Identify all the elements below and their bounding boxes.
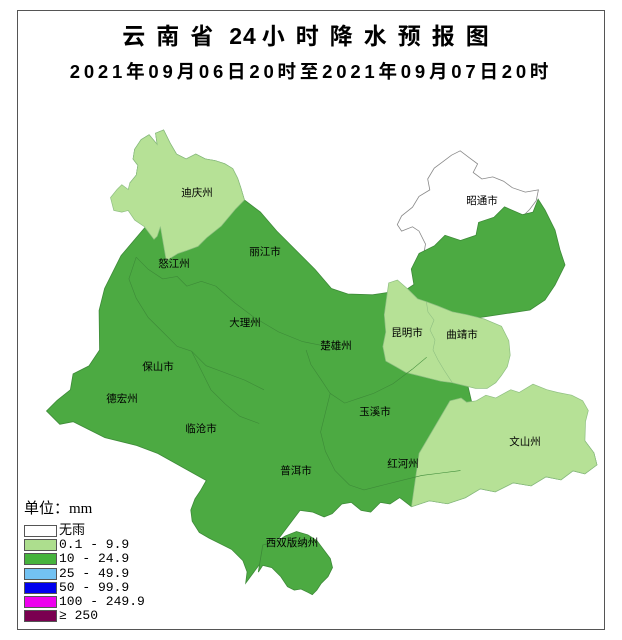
svg-text:西双版纳州: 西双版纳州 bbox=[266, 535, 319, 550]
svg-text:曲靖市: 曲靖市 bbox=[446, 327, 478, 342]
svg-text:昭通市: 昭通市 bbox=[466, 193, 498, 208]
svg-text:玉溪市: 玉溪市 bbox=[359, 404, 391, 419]
svg-text:楚雄州: 楚雄州 bbox=[320, 338, 352, 353]
svg-text:红河州: 红河州 bbox=[387, 456, 419, 471]
svg-text:丽江市: 丽江市 bbox=[249, 244, 281, 259]
svg-text:文山州: 文山州 bbox=[509, 434, 541, 449]
svg-text:保山市: 保山市 bbox=[142, 359, 174, 374]
svg-text:昆明市: 昆明市 bbox=[391, 325, 423, 340]
svg-text:临沧市: 临沧市 bbox=[185, 421, 217, 436]
svg-text:普洱市: 普洱市 bbox=[280, 463, 312, 478]
svg-text:大理州: 大理州 bbox=[229, 315, 261, 330]
svg-text:怒江州: 怒江州 bbox=[158, 256, 190, 271]
svg-text:德宏州: 德宏州 bbox=[106, 391, 138, 406]
svg-text:迪庆州: 迪庆州 bbox=[181, 185, 213, 200]
